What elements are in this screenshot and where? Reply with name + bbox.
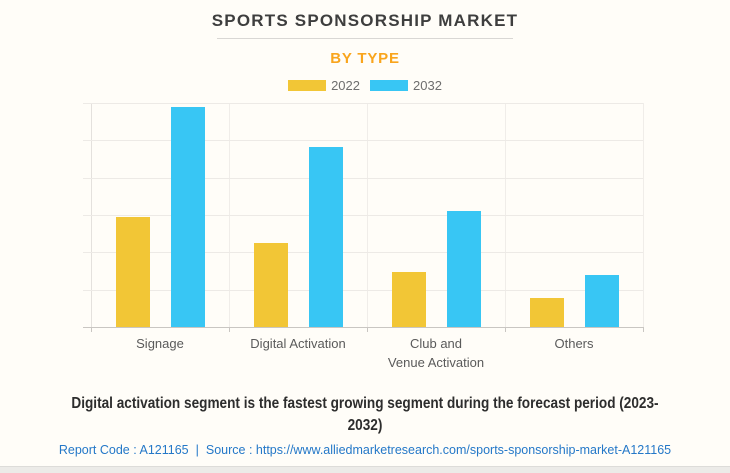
title-divider — [217, 38, 513, 39]
legend-label-2022: 2022 — [331, 78, 360, 93]
y-gridline — [83, 252, 643, 254]
legend-swatch-2022 — [288, 80, 327, 91]
category-group-others — [505, 103, 643, 327]
bar-2032-others[interactable] — [584, 275, 619, 327]
x-axis-line — [83, 327, 644, 328]
bar-chart-plot-area — [83, 103, 644, 332]
bar-2032-signage[interactable] — [170, 107, 205, 327]
category-group-signage — [91, 103, 229, 327]
headline-text-line: Digital activation segment is the fastes… — [71, 395, 659, 412]
legend-item-2022[interactable]: 2022 — [288, 78, 360, 93]
category-group-club-and-venue-activation — [367, 103, 505, 327]
y-gridline — [83, 177, 643, 179]
chart-headline: Digital activation segment is the fastes… — [0, 393, 730, 437]
y-gridline — [83, 289, 643, 291]
chart-legend: 2022 2032 — [0, 78, 730, 93]
bottom-strip — [0, 466, 730, 473]
chart-subtitle: BY TYPE — [330, 50, 400, 67]
source-separator: | — [195, 443, 199, 457]
bar-2022-signage[interactable] — [115, 217, 150, 327]
x-axis-tick — [229, 327, 230, 332]
y-gridline — [83, 103, 643, 104]
legend-swatch-2032 — [370, 80, 408, 91]
source-prefix: Source : — [205, 443, 253, 457]
source-line: Report Code : A121165 | Source : https://w… — [0, 443, 730, 457]
category-boundary-line — [643, 103, 644, 327]
legend-label-2032: 2032 — [413, 78, 442, 93]
bar-2022-digital-activation[interactable] — [253, 243, 288, 327]
x-axis-label-others: Others — [554, 336, 594, 351]
category-group-digital-activation — [229, 103, 367, 327]
y-gridline — [83, 215, 643, 216]
x-axis-tick — [91, 327, 92, 332]
x-axis-label-digital-activation: Digital Activation — [250, 336, 346, 351]
x-axis-tick — [367, 327, 368, 332]
bar-2022-others[interactable] — [529, 298, 564, 327]
bar-2032-digital-activation[interactable] — [308, 147, 343, 327]
headline-text-line: 2032) — [347, 417, 383, 434]
x-axis-tick — [643, 327, 644, 332]
x-axis-tick — [505, 327, 506, 332]
legend-item-2032[interactable]: 2032 — [370, 78, 442, 93]
report-code: Report Code : A121165 — [58, 443, 189, 457]
x-axis-label-club-and-venue-activation: Club and Venue Activation — [387, 336, 485, 370]
source-link[interactable]: https://www.alliedmarketresearch.com/spo… — [255, 443, 672, 457]
x-axis-labels: Signage Digital Activation Club and Venue A… — [91, 334, 643, 372]
x-axis-label-signage: Signage — [136, 336, 184, 351]
y-gridline — [83, 140, 643, 142]
bar-2032-club-and-venue-activation[interactable] — [446, 211, 481, 327]
page-title: SPORTS SPONSORSHIP MARKET — [211, 11, 519, 30]
bar-2022-club-and-venue-activation[interactable] — [391, 272, 426, 327]
